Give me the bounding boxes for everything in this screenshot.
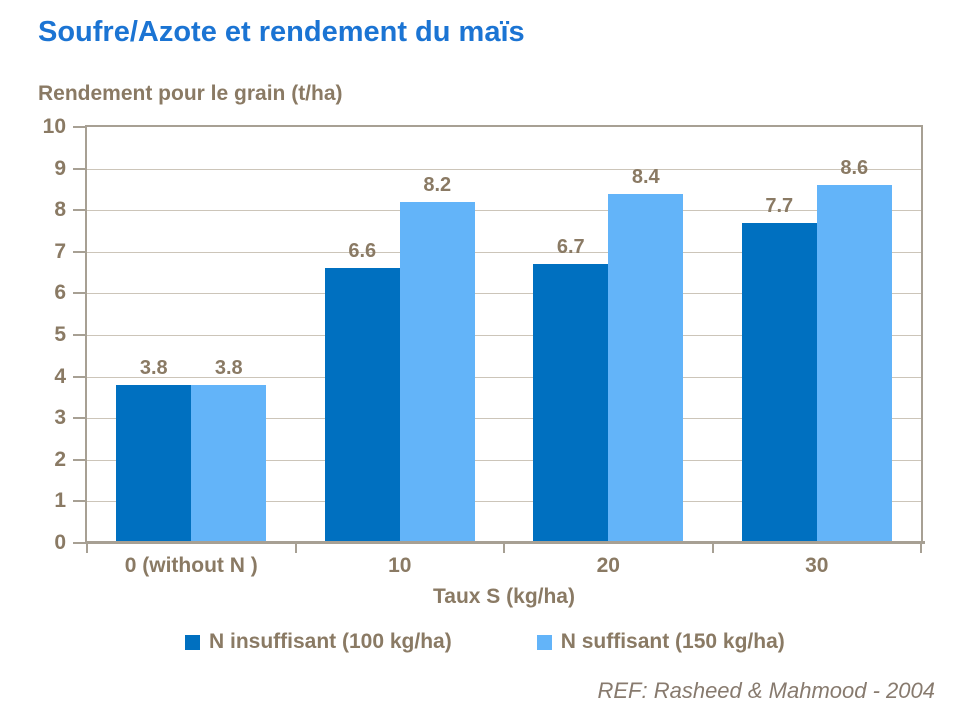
bar-series2-cat1 xyxy=(399,201,475,543)
y-tick-label: 7 xyxy=(54,239,66,263)
gridline xyxy=(87,168,921,170)
legend-marker-series1 xyxy=(185,634,200,650)
gridline xyxy=(87,251,921,253)
y-axis-tick xyxy=(73,375,85,378)
y-tick-label: 9 xyxy=(54,156,66,180)
y-axis-tick xyxy=(73,458,85,461)
x-axis-tick xyxy=(86,543,88,553)
bar-series2-cat2 xyxy=(608,193,684,543)
y-tick-label: 8 xyxy=(54,198,66,222)
chart-title: Soufre/Azote et rendement du maïs xyxy=(38,16,525,48)
bar-value-label: 7.7 xyxy=(765,194,794,217)
y-axis-tick xyxy=(73,500,85,503)
bar-value-label: 6.6 xyxy=(348,240,377,263)
x-axis-line xyxy=(85,541,925,544)
y-axis-tick xyxy=(73,417,85,420)
bar-series1-cat0 xyxy=(116,384,192,543)
y-tick-label: 6 xyxy=(54,281,66,305)
legend-label-series1: N insuffisant (100 kg/ha) xyxy=(209,630,452,653)
legend-label-series2: N suffisant (150 kg/ha) xyxy=(560,630,785,653)
bar-value-label: 6.7 xyxy=(556,236,585,259)
legend-marker-series2 xyxy=(536,634,552,650)
gridline xyxy=(87,501,921,503)
y-axis-tick xyxy=(73,292,85,295)
plot-area: 3.8 6.6 6.7 7.7 3.8 8.2 8.4 8.6 xyxy=(85,125,923,543)
y-tick-label: 5 xyxy=(54,323,66,346)
bar-value-label: 8.4 xyxy=(631,165,660,188)
y-axis-title: Rendement pour le grain (t/ha) xyxy=(38,82,343,105)
x-axis-tick xyxy=(920,543,922,553)
gridline xyxy=(87,210,921,212)
bar-value-label: 3.8 xyxy=(214,356,243,379)
y-tick-label: 4 xyxy=(54,364,66,388)
y-axis-tick xyxy=(73,334,85,336)
legend-item-series2: N suffisant (150 kg/ha) xyxy=(536,630,785,654)
gridline xyxy=(87,459,921,461)
bar-value-label: 3.8 xyxy=(139,356,168,379)
x-tick-label: 0 (without N ) xyxy=(124,554,258,577)
y-axis-tick xyxy=(73,167,85,170)
x-tick-label: 10 xyxy=(388,554,412,577)
gridline xyxy=(87,376,921,378)
x-axis-tick xyxy=(294,543,297,553)
bar-series1-cat3 xyxy=(741,222,817,543)
y-tick-label: 0 xyxy=(54,531,66,554)
bar-series2-cat0 xyxy=(191,384,267,543)
reference-text: REF: Rasheed & Mahmood - 2004 xyxy=(597,678,935,703)
y-axis-tick xyxy=(73,250,85,253)
gridline xyxy=(87,418,921,420)
y-axis-tick xyxy=(73,126,85,128)
gridline xyxy=(87,293,921,295)
bar-series2-cat3 xyxy=(816,185,892,543)
bar-value-label: 8.2 xyxy=(423,173,452,196)
legend: N insuffisant (100 kg/ha) N suffisant (1… xyxy=(185,630,785,654)
x-axis-tick xyxy=(503,543,505,553)
y-tick-label: 10 xyxy=(42,115,66,138)
x-tick-label: 30 xyxy=(805,554,829,577)
y-tick-label: 3 xyxy=(54,406,66,430)
gridline xyxy=(87,335,921,336)
legend-item-series1: N insuffisant (100 kg/ha) xyxy=(185,630,452,654)
y-tick-label: 2 xyxy=(54,447,66,471)
bar-value-label: 8.6 xyxy=(840,157,869,180)
y-axis-tick xyxy=(73,209,85,212)
bar-series1-cat1 xyxy=(324,268,400,543)
x-tick-label: 20 xyxy=(596,554,620,577)
bar-series1-cat2 xyxy=(533,264,609,543)
y-tick-label: 1 xyxy=(54,489,66,513)
y-axis-tick xyxy=(73,542,85,544)
x-axis-tick xyxy=(711,543,714,553)
x-axis-title: Taux S (kg/ha) xyxy=(433,585,575,608)
